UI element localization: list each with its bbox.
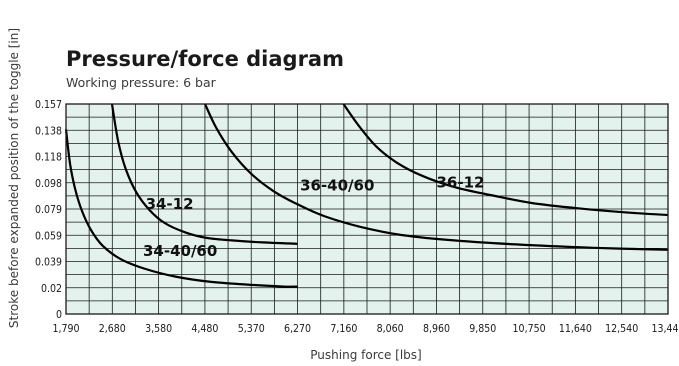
x-tick-label: 3,580 [145,323,172,335]
series-labels: 34-40/60 34-12 36-40/60 36-12 [143,174,484,260]
x-tick-label: 12,540 [605,323,638,335]
y-tick-label: 0.079 [35,204,62,216]
y-tick-label: 0.059 [35,230,62,242]
x-tick-label: 10,750 [513,323,546,335]
grid [66,104,668,314]
x-tick-label: 5,370 [238,323,265,335]
series-lines [64,103,669,288]
y-tick-label: 0.118 [35,152,62,164]
x-tick-label: 8,960 [423,323,450,335]
y-tick-label: 0.02 [41,283,62,295]
series-label-34-12: 34-12 [146,195,194,213]
y-tick-labels: 0 0.02 0.039 0.059 0.079 0.098 0.118 0.138 0.157 [35,99,62,321]
series-line-36-12 [342,103,669,217]
y-tick-label: 0.157 [35,99,62,111]
y-tick-label: 0 [56,309,62,321]
series-label-36-40-60: 36-40/60 [300,176,374,194]
x-tick-label: 1,790 [52,323,79,335]
y-axis-label: Stroke before expanded position of the t… [7,28,21,328]
x-tick-label: 6,270 [284,323,311,335]
x-tick-label: 9,850 [469,323,496,335]
series-label-34-40-60: 34-40/60 [143,242,217,260]
chart-subtitle: Working pressure: 6 bar [66,75,217,90]
y-tick-label: 0.138 [35,125,62,137]
y-tick-label: 0.098 [35,178,62,190]
x-tick-label: 11,640 [559,323,592,335]
chart-title: Pressure/force diagram [66,47,344,71]
x-tick-label: 7,160 [330,323,357,335]
x-tick-label: 13,440 [651,323,679,335]
series-line-34-40-60 [64,129,298,288]
x-tick-labels: 1,790 2,680 3,580 4,480 5,370 6,270 7,160 8,060… [52,323,679,335]
x-axis-label: Pushing force [lbs] [310,348,421,362]
x-tick-label: 2,680 [99,323,126,335]
plot-frame [65,103,669,315]
x-tick-label: 8,060 [377,323,404,335]
series-line-36-40-60 [204,103,669,251]
series-line-34-12 [110,103,298,245]
x-tick-label: 4,480 [191,323,218,335]
series-label-36-12: 36-12 [437,174,485,192]
y-tick-label: 0.039 [35,257,62,269]
